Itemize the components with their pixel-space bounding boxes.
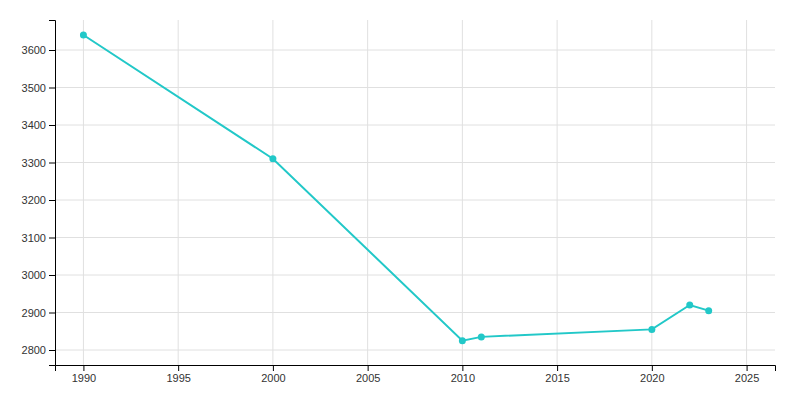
grid-line	[55, 275, 775, 276]
tick-label: 3200	[22, 194, 46, 206]
tick-mark	[652, 365, 653, 371]
point	[686, 302, 693, 309]
grid	[55, 20, 775, 365]
tick-mark	[49, 238, 55, 239]
tick-label: 2800	[22, 344, 46, 356]
grid-line	[55, 200, 775, 201]
tick: 1995	[166, 365, 190, 384]
tick-mark	[368, 365, 369, 371]
tick: 2800	[22, 344, 55, 356]
tick-label: 1990	[72, 372, 96, 384]
tick-mark	[49, 313, 55, 314]
tick: 3300	[22, 157, 55, 169]
tick-mark	[49, 163, 55, 164]
tick: 1990	[72, 365, 96, 384]
tick-mark	[49, 275, 55, 276]
tick-mark	[462, 365, 463, 371]
point	[478, 333, 485, 340]
grid-line	[178, 20, 179, 365]
point	[269, 155, 276, 162]
tick-mark	[83, 365, 84, 371]
grid-line	[746, 20, 747, 365]
axis-line	[49, 21, 56, 366]
tick: 2005	[356, 365, 380, 384]
y-axis: 2800 2900 3000 3100 3200 3300 3400 3500 3600	[22, 21, 56, 366]
tick-label: 3300	[22, 157, 46, 169]
tick: 2025	[735, 365, 759, 384]
tick: 2020	[640, 365, 664, 384]
tick-mark	[49, 88, 55, 89]
tick-label: 3500	[22, 82, 46, 94]
axis-line	[56, 366, 776, 372]
tick-label: 2000	[261, 372, 285, 384]
point	[80, 32, 87, 39]
tick-label: 3400	[22, 119, 46, 131]
tick: 3000	[22, 269, 55, 281]
grid-line	[55, 312, 775, 313]
tick-label: 2025	[735, 372, 759, 384]
chart: 1990 1995 2000 2005 2010 2015 2020 2025 2800 2900…	[0, 0, 800, 400]
tick-label: 1995	[166, 372, 190, 384]
line	[83, 35, 708, 341]
tick-label: 2015	[545, 372, 569, 384]
tick: 3200	[22, 194, 55, 206]
grid-line	[367, 20, 368, 365]
tick-mark	[49, 50, 55, 51]
tick-mark	[273, 365, 274, 371]
tick: 3100	[22, 232, 55, 244]
grid-line	[651, 20, 652, 365]
tick-mark	[49, 350, 55, 351]
tick-label: 2005	[356, 372, 380, 384]
tick-label: 3000	[22, 269, 46, 281]
tick: 2000	[261, 365, 285, 384]
tick-mark	[49, 200, 55, 201]
tick-label: 3600	[22, 44, 46, 56]
grid-line	[462, 20, 463, 365]
grid-line	[272, 20, 273, 365]
tick: 2900	[22, 307, 55, 319]
tick-label: 2010	[451, 372, 475, 384]
tick-label: 3100	[22, 232, 46, 244]
tick: 3400	[22, 119, 55, 131]
grid-line	[55, 237, 775, 238]
tick-mark	[49, 125, 55, 126]
grid-line	[55, 50, 775, 51]
grid-line	[55, 125, 775, 126]
tick: 2010	[451, 365, 475, 384]
point	[705, 307, 712, 314]
tick-mark	[557, 365, 558, 371]
x-axis: 1990 1995 2000 2005 2010 2015 2020 2025	[56, 365, 776, 384]
grid-line	[557, 20, 558, 365]
plot: 1990 1995 2000 2005 2010 2015 2020 2025 2800 2900…	[22, 20, 776, 384]
tick-mark	[178, 365, 179, 371]
marks	[80, 32, 712, 345]
point	[648, 326, 655, 333]
grid-line	[83, 20, 84, 365]
tick: 2015	[545, 365, 569, 384]
point	[459, 337, 466, 344]
tick-mark	[747, 365, 748, 371]
grid-line	[55, 162, 775, 163]
tick-label: 2900	[22, 307, 46, 319]
tick: 3500	[22, 82, 55, 94]
grid-line	[55, 350, 775, 351]
tick-label: 2020	[640, 372, 664, 384]
tick: 3600	[22, 44, 55, 56]
